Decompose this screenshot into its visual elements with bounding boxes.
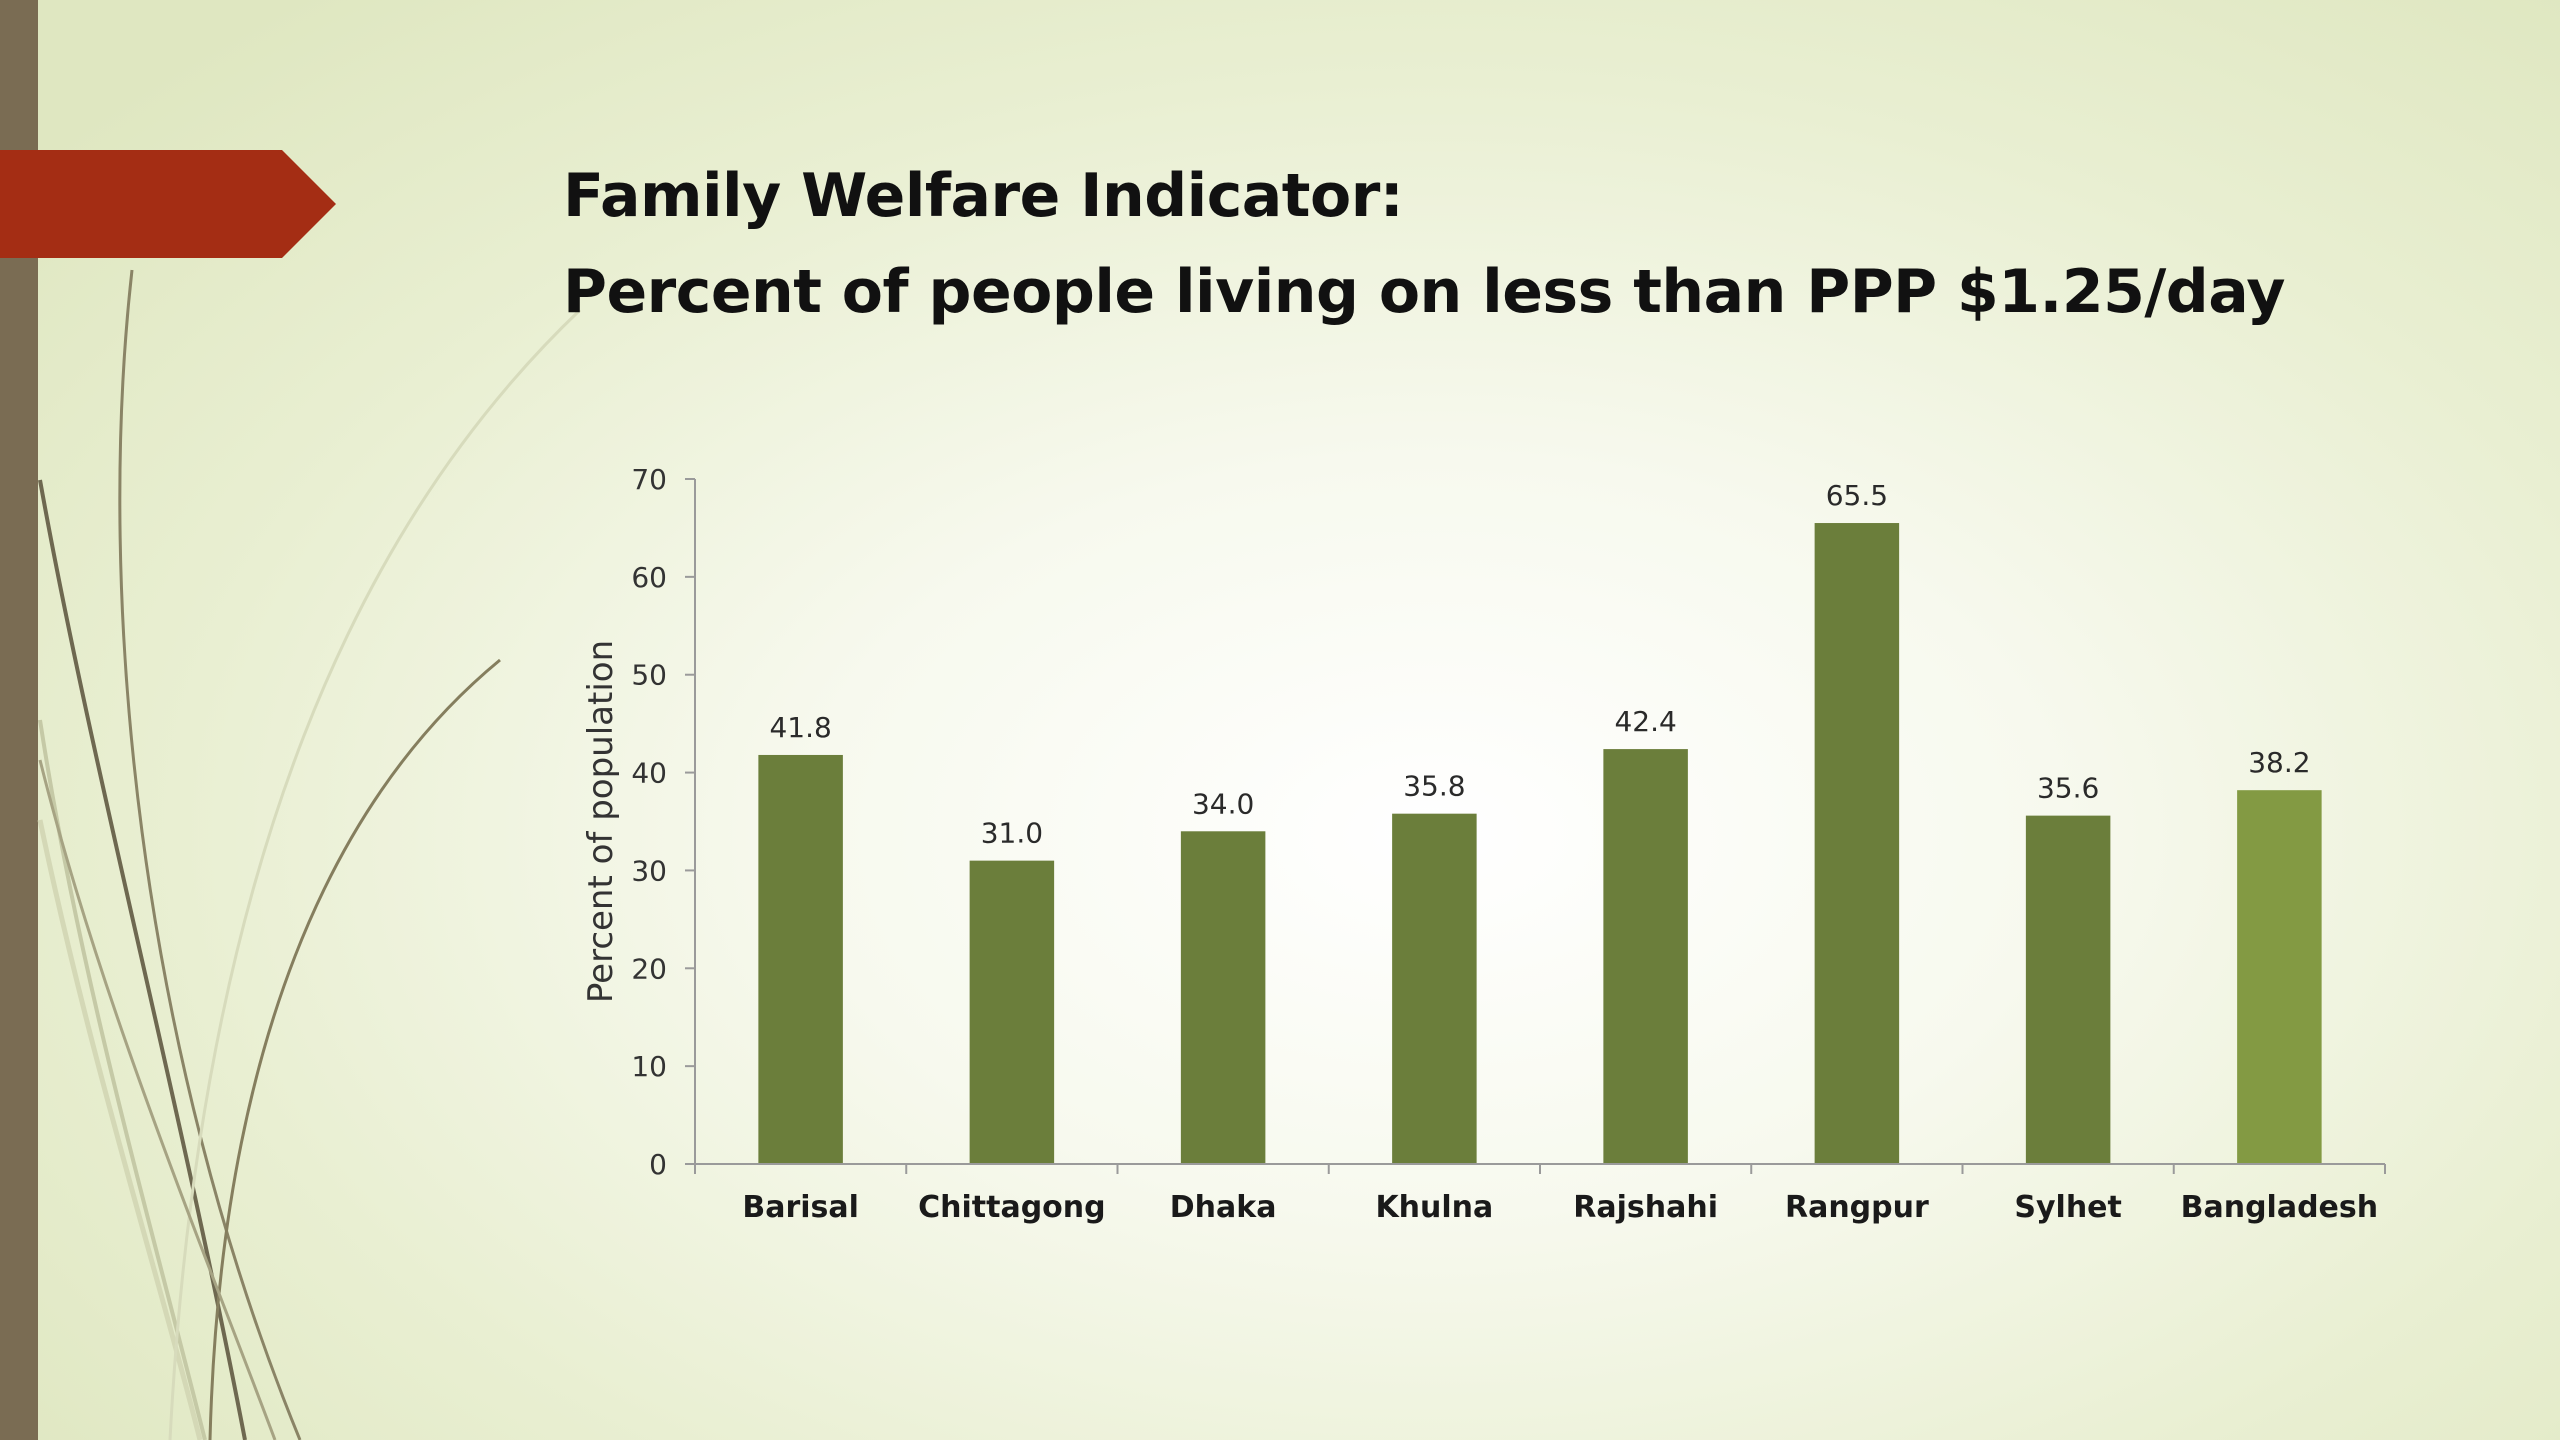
y-tick-label: 50 (631, 659, 667, 692)
data-label-khulna: 35.8 (1403, 770, 1465, 803)
data-label-rangpur: 65.5 (1826, 479, 1888, 512)
bars-layer (758, 523, 2322, 1164)
category-label-dhaka: Dhaka (1170, 1190, 1277, 1225)
bar-barisal (758, 754, 843, 1164)
category-label-chittagong: Chittagong (918, 1190, 1106, 1225)
y-axis-title: Percent of population (581, 640, 621, 1003)
axes-layer (685, 478, 2386, 1174)
decorative-curves (37, 269, 582, 1440)
y-tick-label: 30 (631, 854, 667, 887)
labels-layer: 0 10 20 30 40 50 60 70 41.8 Barisal 31.0 Chittagong… (631, 463, 2378, 1225)
accent-arrow (0, 150, 336, 258)
bar-khulna (1392, 813, 1477, 1164)
y-tick-label: 60 (631, 561, 667, 594)
category-label-rajshahi: Rajshahi (1573, 1190, 1718, 1225)
data-label-sylhet: 35.6 (2037, 772, 2099, 805)
data-label-chittagong: 31.0 (981, 817, 1043, 850)
slide-title: Family Welfare Indicator: Percent of peo… (563, 148, 2285, 340)
slide-title-line-1: Family Welfare Indicator: (563, 161, 1404, 231)
category-label-barisal: Barisal (742, 1190, 859, 1225)
bar-rangpur (1814, 523, 1900, 1164)
category-label-sylhet: Sylhet (2014, 1190, 2122, 1225)
slide-title-line-2: Percent of people living on less than PP… (563, 257, 2285, 327)
bar-dhaka (1180, 831, 1266, 1164)
y-tick-label: 20 (631, 952, 667, 985)
bar-rajshahi (1603, 749, 1688, 1164)
category-label-rangpur: Rangpur (1785, 1190, 1929, 1225)
data-label-dhaka: 34.0 (1192, 787, 1254, 820)
y-tick-label: 40 (631, 757, 667, 790)
y-tick-label: 10 (631, 1050, 667, 1083)
bar-bangladesh (2237, 790, 2322, 1164)
data-label-bangladesh: 38.2 (2248, 746, 2310, 779)
data-label-rajshahi: 42.4 (1614, 705, 1676, 738)
bar-sylhet (2025, 815, 2111, 1164)
y-tick-label: 0 (649, 1148, 667, 1181)
category-label-khulna: Khulna (1375, 1190, 1493, 1225)
category-label-bangladesh: Bangladesh (2181, 1190, 2379, 1225)
bar-chittagong (969, 860, 1055, 1164)
y-tick-label: 70 (631, 463, 667, 496)
data-label-barisal: 41.8 (769, 711, 831, 744)
